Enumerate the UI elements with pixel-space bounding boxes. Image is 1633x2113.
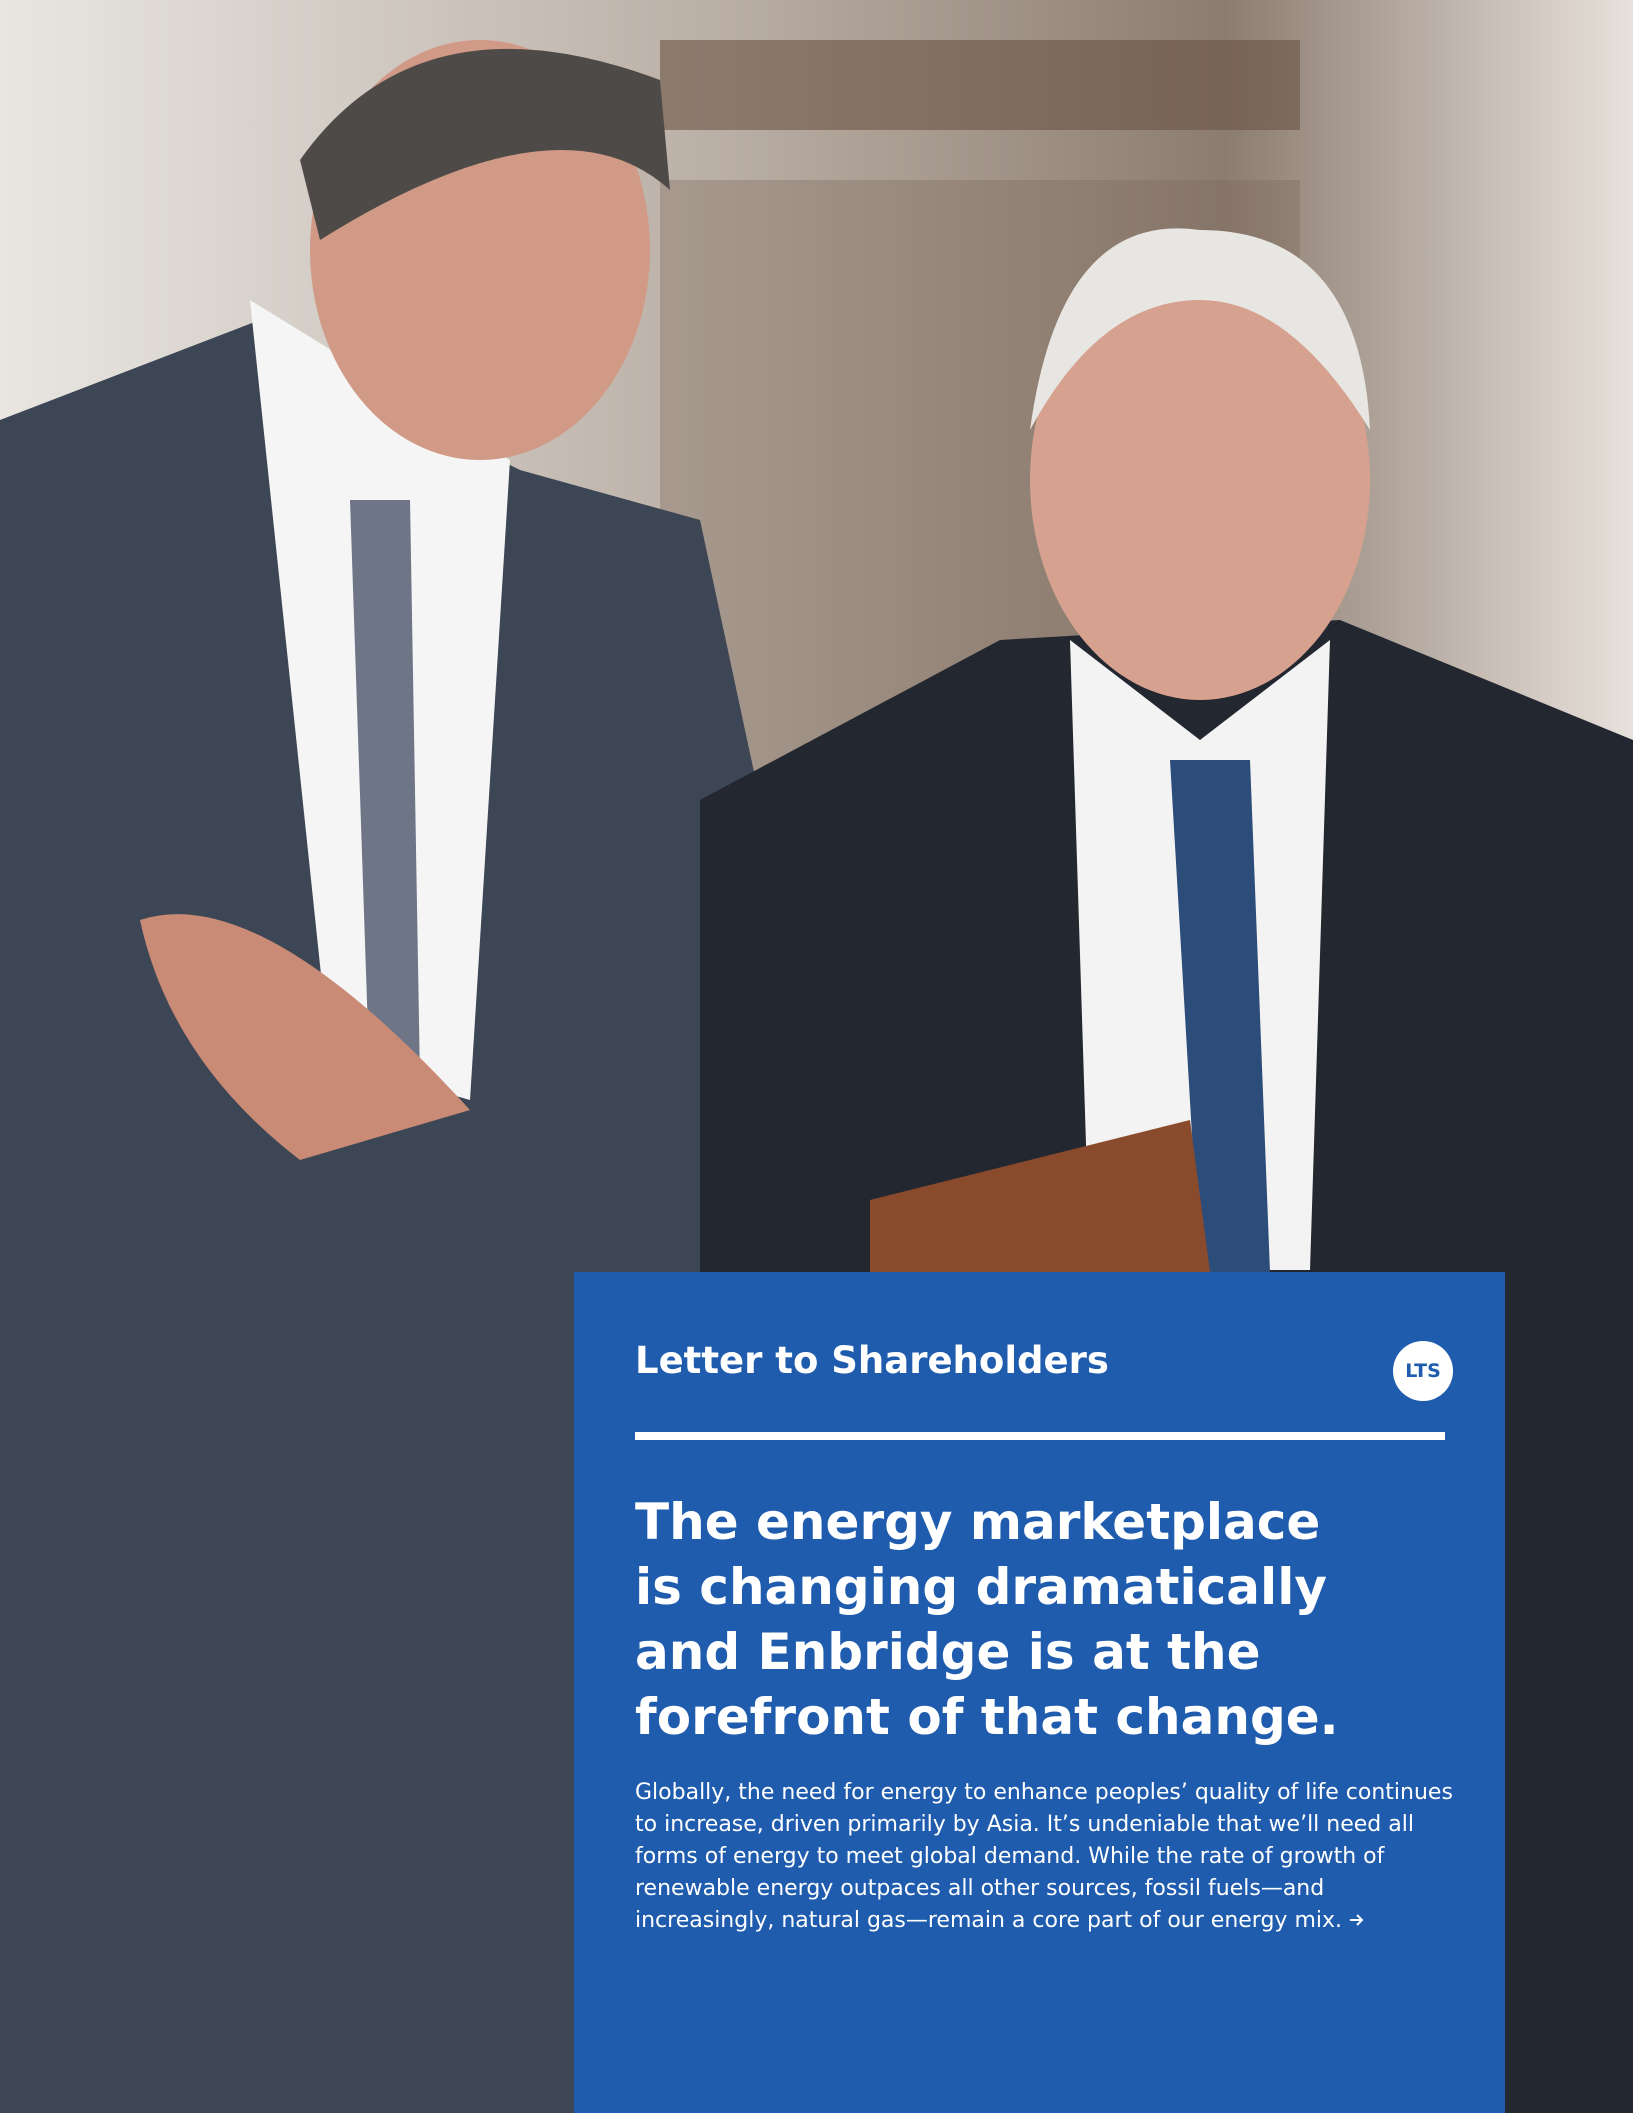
text-panel: Letter to Shareholders The energy market…	[574, 1272, 1505, 2113]
body-text: Globally, the need for energy to enhance…	[635, 1777, 1455, 1937]
arrow-icon	[1349, 1913, 1365, 1927]
divider	[635, 1432, 1445, 1440]
section-title: Letter to Shareholders	[635, 1339, 1109, 1382]
body-copy: Globally, the need for energy to enhance…	[635, 1780, 1453, 1933]
section-badge: LTS	[1393, 1341, 1453, 1401]
headline: The energy marketplace is changing drama…	[635, 1490, 1355, 1750]
page: Letter to Shareholders The energy market…	[0, 0, 1633, 2113]
